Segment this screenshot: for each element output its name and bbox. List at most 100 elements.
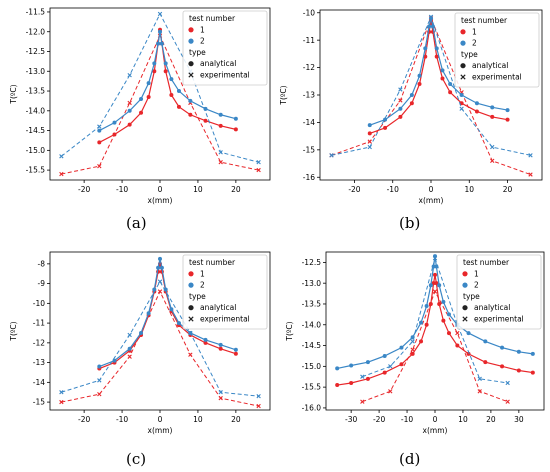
x-axis-label: x(mm) <box>419 196 444 205</box>
series-2-analytical-point <box>219 343 223 347</box>
series-2-experimental-point <box>128 73 132 77</box>
series-2-analytical-point <box>177 321 181 325</box>
series-2-analytical-point <box>531 352 535 356</box>
legend-entry-label: analytical <box>200 303 236 312</box>
series-1-analytical-point <box>398 115 402 119</box>
chart-panel-4: -30 -20 -10 0 10 20 30-16.0-15.5-15.0-14.5-14.… <box>278 238 550 450</box>
y-tick-label: -15 <box>33 398 45 407</box>
legend-marker <box>462 283 467 288</box>
y-tick-label: -12.5 <box>26 47 46 56</box>
series-2-analytical-point <box>431 24 435 28</box>
series-2-analytical-point <box>147 311 151 315</box>
series-1-experimental-point <box>490 159 494 163</box>
y-tick-label: -13 <box>303 91 315 100</box>
series-2-analytical-point <box>490 105 494 109</box>
x-tick-label: 20 <box>231 185 241 194</box>
legend-entry-label: 1 <box>200 25 205 34</box>
legend-marker <box>460 41 465 46</box>
series-2-analytical-point <box>441 300 445 304</box>
legend-entry-label: experimental <box>200 71 250 80</box>
series-1-experimental-point <box>189 353 193 357</box>
y-tick-label: -11 <box>303 36 315 45</box>
series-1-analytical-point <box>483 360 487 364</box>
x-axis-label: x(mm) <box>148 196 173 205</box>
legend-entry-label: 1 <box>200 269 205 278</box>
y-tick-label: -10 <box>33 299 45 308</box>
legend-entry-label: 2 <box>474 281 479 290</box>
series-2-experimental-point <box>368 145 372 149</box>
series-2-experimental-point <box>158 280 162 284</box>
series-1-analytical-point <box>517 369 521 373</box>
panel-label-a: (a) <box>126 214 147 232</box>
series-1-analytical-point <box>399 362 403 366</box>
series-1-analytical-point <box>219 347 223 351</box>
series-1-analytical-point <box>433 273 437 277</box>
y-axis-label: T(ºC) <box>9 321 18 341</box>
series-2-analytical-point <box>427 24 431 28</box>
series-2-analytical-point <box>429 16 433 20</box>
series-1-analytical-point <box>441 319 445 323</box>
series-2-experimental-point <box>158 12 162 16</box>
series-2-analytical-point <box>152 61 156 65</box>
series-2-analytical-point <box>156 266 160 270</box>
y-tick-label: -12.5 <box>302 258 322 267</box>
series-2-analytical-point <box>128 347 132 351</box>
y-axis-label: T(ºC) <box>285 321 294 341</box>
x-tick-label: 20 <box>231 415 241 424</box>
legend-entry-label: analytical <box>200 59 236 68</box>
y-tick-label: -16.0 <box>302 404 322 413</box>
series-2-analytical-point <box>177 89 181 93</box>
y-tick-label: -13.0 <box>302 279 322 288</box>
series-2-analytical-point <box>410 93 414 97</box>
series-1-analytical-point <box>383 126 387 130</box>
series-2-analytical-point <box>112 121 116 125</box>
x-tick-label: 10 <box>193 415 203 424</box>
series-2-analytical-point <box>460 93 464 97</box>
series-2-analytical-point <box>448 82 452 86</box>
series-1-experimental-point <box>158 290 162 294</box>
x-tick-label: -20 <box>348 185 360 194</box>
series-2-analytical-point <box>234 348 238 352</box>
series-2-analytical-point <box>97 365 101 369</box>
series-2-analytical-point <box>139 97 143 101</box>
series-2-analytical-point <box>399 346 403 350</box>
series-1-analytical-point <box>147 95 151 99</box>
y-tick-label: -15.0 <box>26 146 46 155</box>
y-tick-label: -10 <box>303 8 315 17</box>
series-2-analytical-point <box>500 346 504 350</box>
series-2-analytical-point <box>139 331 143 335</box>
series-1-analytical-point <box>177 105 181 109</box>
series-1-analytical-point <box>219 124 223 128</box>
series-1-analytical-point <box>447 331 451 335</box>
series-2-analytical-point <box>467 331 471 335</box>
chart-panel-3: -20 -10 0 10 20 -15 -14 -13 -12 -11 -10 -9 -8 x(mm) T(… <box>4 238 276 450</box>
series-2-analytical-point <box>440 68 444 72</box>
series-1-analytical-point <box>419 339 423 343</box>
legend-entry-label: analytical <box>474 303 510 312</box>
y-tick-label: -13.5 <box>302 300 322 309</box>
series-2-analytical-point <box>169 77 173 81</box>
series-2-analytical-point <box>447 312 451 316</box>
series-1-experimental-point <box>98 392 102 396</box>
legend: test number 1 2 type analytical experimental <box>455 13 539 87</box>
series-1-analytical-point <box>437 302 441 306</box>
y-tick-label: -14 <box>303 118 315 127</box>
y-axis-label: T(ºC) <box>279 85 288 105</box>
series-1-analytical-point <box>440 77 444 81</box>
series-1-analytical-point <box>169 93 173 97</box>
series-1-analytical-point <box>429 302 433 306</box>
panel-label-d: (d) <box>399 450 420 468</box>
legend-entry-label: experimental <box>200 315 250 324</box>
x-tick-label: 10 <box>458 415 468 424</box>
series-1-analytical-point <box>383 371 387 375</box>
series-1-analytical-point <box>335 383 339 387</box>
y-tick-label: -11 <box>33 319 45 328</box>
series-2-analytical-point <box>128 109 132 113</box>
series-1-experimental-point <box>98 164 102 168</box>
series-2-analytical-point <box>435 46 439 50</box>
series-2-experimental-point <box>60 154 64 158</box>
legend-marker <box>188 27 193 32</box>
legend-title: type <box>189 292 206 301</box>
legend-entry-label: 1 <box>474 269 479 278</box>
x-tick-label: -20 <box>78 415 90 424</box>
